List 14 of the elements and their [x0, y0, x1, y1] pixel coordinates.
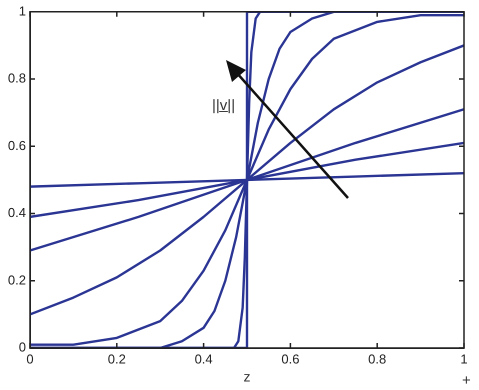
- x-tick-label: 0.4: [194, 351, 213, 366]
- y-tick-label: 0.6: [8, 138, 26, 153]
- y-tick-label: 0: [18, 340, 26, 355]
- x-axis-title: z: [244, 368, 250, 384]
- y-tick-label: 0.4: [8, 205, 26, 220]
- x-tick-label: 1: [460, 351, 468, 366]
- y-tick-label: 0.2: [8, 272, 26, 288]
- y-tick-label: 0.8: [8, 70, 26, 86]
- annotation: ||v̲||: [212, 97, 236, 114]
- x-tick-label: 0.8: [368, 351, 386, 366]
- x-tick-label: 0.2: [108, 351, 126, 366]
- text: +: [462, 372, 471, 389]
- y-tick-label: 1: [18, 3, 26, 18]
- x-tick-label: 0.6: [281, 351, 300, 366]
